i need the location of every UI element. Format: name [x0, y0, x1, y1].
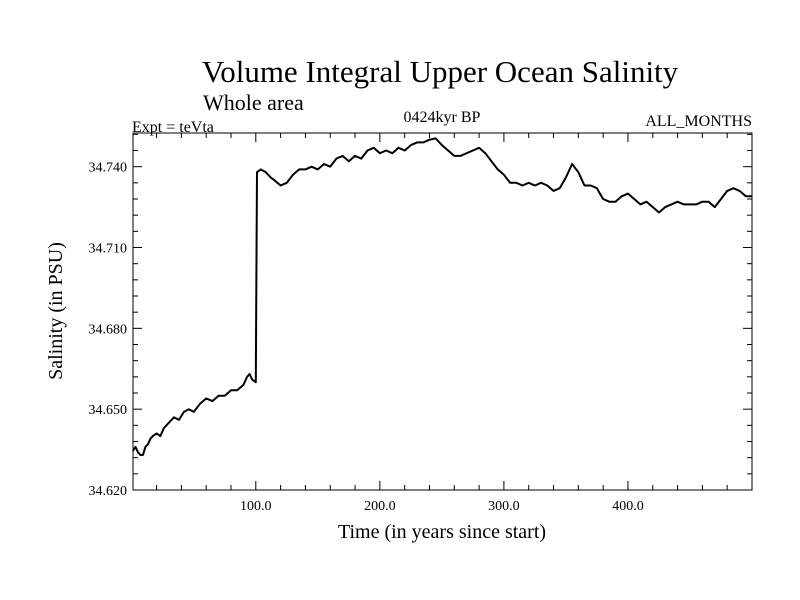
period-label: 0424kyr BP: [404, 109, 481, 126]
x-tick-label: 400.0: [612, 499, 644, 514]
experiment-label: Expt = teVta: [132, 119, 214, 136]
x-tick-label: 300.0: [488, 499, 520, 514]
series-layer: [132, 137, 752, 456]
salinity-series-line: [132, 137, 752, 456]
x-tick-label: 200.0: [364, 499, 396, 514]
chart-title: Volume Integral Upper Ocean Salinity: [202, 54, 679, 89]
y-tick-label: 34.710: [89, 242, 128, 257]
y-tick-label: 34.740: [89, 161, 128, 176]
y-tick-label: 34.680: [89, 322, 128, 337]
plot-frame: [132, 132, 753, 491]
months-label: ALL_MONTHS: [645, 113, 752, 130]
y-tick-label: 34.650: [89, 403, 128, 418]
x-axis: 100.0 200.0 300.0 400.0: [156, 133, 728, 514]
x-axis-label: Time (in years since start): [338, 521, 546, 543]
y-axis: 34.620 34.650 34.680 34.710 34.740: [89, 133, 752, 499]
y-tick-label: 34.620: [89, 484, 128, 499]
chart-subtitle: Whole area: [203, 90, 304, 115]
y-axis-label: Salinity (in PSU): [45, 242, 67, 380]
x-tick-label: 100.0: [240, 499, 272, 514]
